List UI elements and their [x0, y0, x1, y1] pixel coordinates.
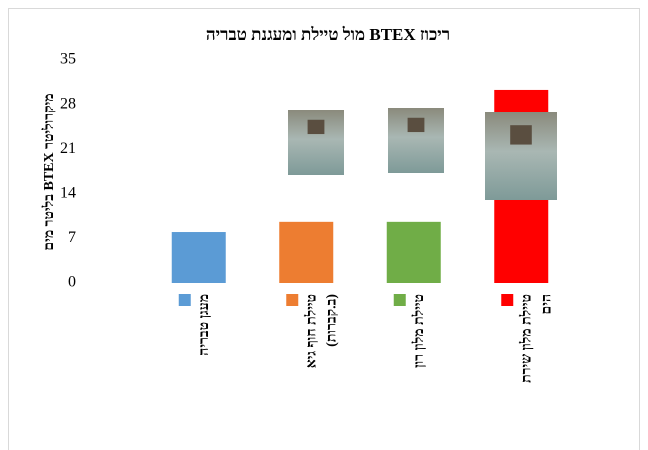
legend-key — [286, 294, 299, 306]
category-label: טיילת חוף גיא — [303, 294, 319, 368]
bar — [171, 232, 226, 283]
category-label: (ב.קברות) — [324, 294, 339, 347]
chart-title: ריכוז BTEX מול טיילת ומעגנת טבריה — [206, 25, 450, 44]
y-tick-label: 0 — [68, 274, 76, 291]
y-tick-label: 21 — [60, 140, 76, 157]
photo-detail — [307, 119, 325, 135]
bar — [279, 221, 334, 283]
category-label: הים — [539, 294, 554, 314]
category-label: טיילת מלון רון — [411, 294, 427, 368]
photo-detail — [510, 125, 532, 145]
y-tick-label: 14 — [60, 184, 76, 201]
bar — [386, 221, 441, 283]
legend-key — [501, 294, 514, 306]
photo-detail — [407, 117, 425, 133]
legend-key — [393, 294, 406, 306]
y-tick-label: 35 — [60, 51, 76, 68]
y-tick-label: 28 — [60, 95, 76, 112]
legend-key — [178, 294, 191, 306]
y-axis-label: מיקרוליטר BTEX בליטר מים — [41, 93, 57, 250]
y-tick-label: 7 — [68, 229, 76, 246]
category-label: טיילת מלון שירת — [518, 294, 534, 383]
category-label: מעגן טבריה — [197, 294, 212, 356]
